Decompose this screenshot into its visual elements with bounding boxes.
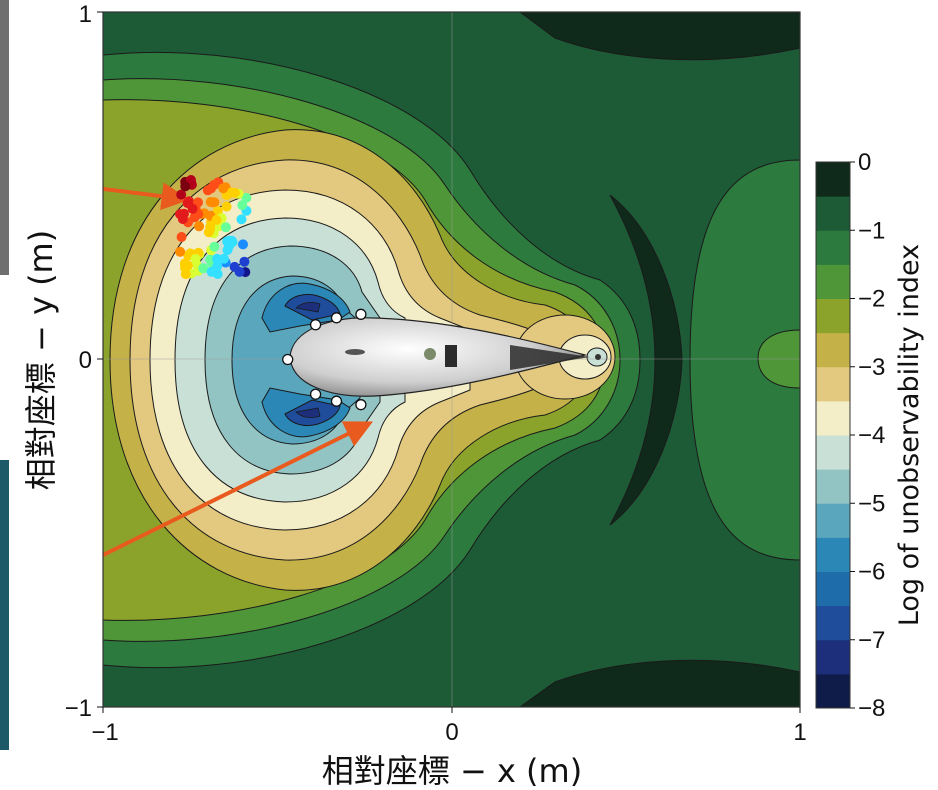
source-estimate-point <box>209 241 220 252</box>
colorbar-swatch-12 <box>816 264 850 299</box>
source-estimate-point <box>180 181 191 192</box>
colorbar-swatch-8 <box>816 400 850 436</box>
source-estimate-point <box>229 187 240 198</box>
source-estimate-point <box>211 215 222 225</box>
colorbar-tick-label: −1 <box>858 217 885 244</box>
source-estimate-point <box>207 197 218 208</box>
source-estimate-point <box>190 253 201 264</box>
contour-region-dark-bottom-right <box>519 659 800 707</box>
source-estimate-point <box>186 175 196 185</box>
source-estimate-point <box>184 196 194 207</box>
colorbar-tick-label: −8 <box>858 695 885 722</box>
colorbar-tick-label: −7 <box>858 627 885 654</box>
y-tick-label-min: −1 <box>65 695 92 722</box>
y-tick-label-max: 1 <box>79 1 92 28</box>
sensor-point-6 <box>330 395 343 407</box>
colorbar-swatch-1 <box>816 639 850 675</box>
sensor-point-7 <box>355 399 367 411</box>
annotation-arrow-lower <box>103 421 374 558</box>
sensor-point-2 <box>309 319 322 331</box>
source-estimate-point <box>180 269 191 280</box>
colorbar-swatch-5 <box>816 503 850 538</box>
colorbar-tick-label: −6 <box>858 559 885 586</box>
source-estimate-point <box>221 201 232 212</box>
colorbar-swatch-0 <box>816 673 850 709</box>
contour-band-darkest-upper <box>295 301 321 313</box>
colorbar-tick-label: −2 <box>858 286 885 313</box>
contour-region-dark-top-right <box>519 12 800 61</box>
x-tick-label-zero: 0 <box>445 719 458 746</box>
source-estimate-point <box>194 221 205 232</box>
source-estimate-point <box>176 232 187 242</box>
source-estimate-point <box>238 239 248 250</box>
source-estimate-point <box>212 253 223 264</box>
contour-band-darkest-lower <box>295 407 321 419</box>
source-estimate-point <box>182 260 193 271</box>
colorbar-swatch-3 <box>816 571 850 607</box>
cropped-panel-top <box>0 0 9 275</box>
colorbar-tick-label: −5 <box>858 490 885 517</box>
sensor-point-5 <box>309 388 322 400</box>
contour-region-right-lobe <box>689 159 800 561</box>
x-tick-label-min: −1 <box>91 719 118 746</box>
source-estimate-point <box>179 208 189 219</box>
source-estimate-point <box>187 203 198 214</box>
colorbar-swatch-2 <box>816 605 850 641</box>
cropped-panel-bottom <box>0 460 9 750</box>
colorbar-swatch-9 <box>816 366 850 402</box>
source-estimate-point <box>218 183 229 194</box>
colorbar-label: Log of unobservability index <box>894 244 925 626</box>
colorbar-tick-label: −4 <box>858 422 885 449</box>
colorbar-swatch-11 <box>816 298 850 334</box>
colorbar-swatch-14 <box>816 196 850 231</box>
colorbar-tick-label: −3 <box>858 354 885 381</box>
source-estimate-point <box>220 222 231 233</box>
colorbar-swatch-7 <box>816 435 850 470</box>
colorbar-swatch-15 <box>816 162 850 197</box>
colorbar-ticks: 0 −1 −2 −3 −4 −5 −6 −7 −8 <box>850 149 885 722</box>
x-axis-ticks <box>102 707 801 713</box>
x-tick-label-max: 1 <box>793 719 806 746</box>
source-estimate-point <box>219 253 229 264</box>
source-estimate-point <box>212 269 223 279</box>
colorbar-swatch-4 <box>816 537 850 572</box>
source-estimate-point <box>202 185 213 196</box>
sensor-point-4 <box>355 308 367 320</box>
sensor-point-3 <box>330 312 343 324</box>
colorbar-tick-label: 0 <box>858 149 871 176</box>
fish-body <box>289 317 601 397</box>
colorbar-swatch-10 <box>816 332 850 368</box>
y-axis-label: 相對座標 − y (m) <box>22 230 60 490</box>
source-estimate-point <box>224 235 235 246</box>
colorbar <box>816 162 850 709</box>
y-tick-label-zero: 0 <box>79 347 92 374</box>
source-estimate-point <box>239 256 250 267</box>
sensor-point-1 <box>282 353 294 366</box>
x-axis-label: 相對座標 − x (m) <box>322 752 582 790</box>
source-estimate-point <box>237 200 248 211</box>
source-estimate-point <box>229 261 240 272</box>
source-estimate-point <box>176 189 187 200</box>
source-estimate-point <box>198 263 209 274</box>
colorbar-swatch-13 <box>816 230 850 265</box>
y-axis-ticks <box>97 11 103 708</box>
colorbar-swatch-6 <box>816 469 850 504</box>
contour-region-crescent <box>609 194 683 526</box>
source-estimate-point <box>175 246 186 257</box>
annotation-arrow-upper <box>103 182 190 211</box>
source-estimate-point <box>236 214 247 225</box>
